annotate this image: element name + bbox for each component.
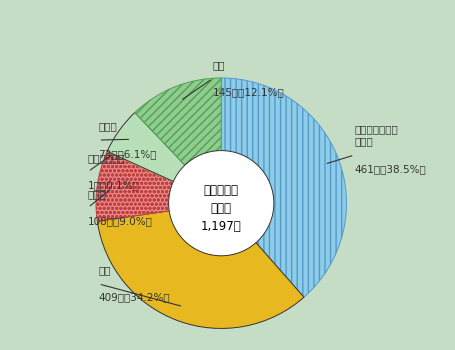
Wedge shape xyxy=(97,203,304,328)
Text: その他: その他 xyxy=(98,121,117,131)
Text: 73人（6.1%）: 73人（6.1%） xyxy=(98,149,157,159)
Text: 108人（9.0%）: 108人（9.0%） xyxy=(88,216,153,226)
Wedge shape xyxy=(107,112,221,203)
Text: 一酸化炭素中毒
・窒息: 一酸化炭素中毒 ・窒息 xyxy=(354,125,398,146)
Circle shape xyxy=(169,150,274,256)
Text: 打撲・骨折等: 打撲・骨折等 xyxy=(88,153,126,163)
Text: 409人（34.2%）: 409人（34.2%） xyxy=(98,293,170,303)
Text: 1人（0.1%）: 1人（0.1%） xyxy=(88,180,140,190)
Text: 自　殺: 自 殺 xyxy=(88,189,107,199)
Text: 461人（38.5%）: 461人（38.5%） xyxy=(354,164,426,174)
Text: 145人（12.1%）: 145人（12.1%） xyxy=(212,88,284,97)
Text: 建物火災の: 建物火災の xyxy=(204,184,239,197)
Text: 死者数: 死者数 xyxy=(211,202,232,215)
Text: 1,197人: 1,197人 xyxy=(201,220,242,233)
Text: 火傷: 火傷 xyxy=(98,265,111,275)
Wedge shape xyxy=(221,78,347,297)
Wedge shape xyxy=(135,78,221,203)
Wedge shape xyxy=(96,152,221,221)
Text: 不明: 不明 xyxy=(212,60,225,70)
Wedge shape xyxy=(107,151,221,203)
